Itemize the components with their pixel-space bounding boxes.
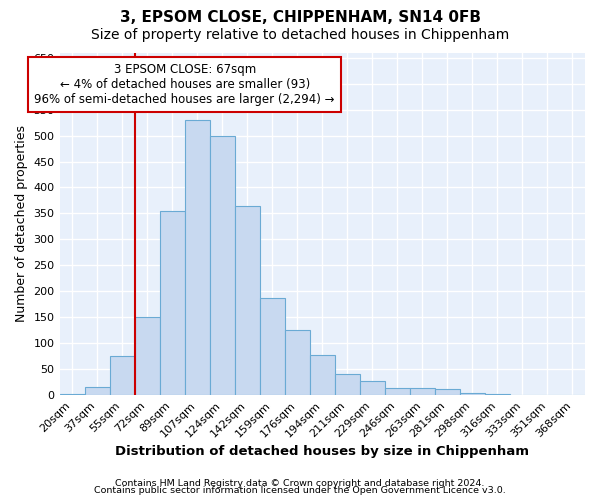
Bar <box>435 390 460 395</box>
Bar <box>285 330 310 395</box>
Bar <box>360 380 385 395</box>
Bar <box>385 388 410 395</box>
Bar <box>59 394 85 395</box>
Text: 3 EPSOM CLOSE: 67sqm
← 4% of detached houses are smaller (93)
96% of semi-detach: 3 EPSOM CLOSE: 67sqm ← 4% of detached ho… <box>34 63 335 106</box>
Bar <box>209 136 235 395</box>
Bar <box>235 206 260 395</box>
Bar <box>510 394 535 395</box>
Bar <box>410 388 435 395</box>
Text: 3, EPSOM CLOSE, CHIPPENHAM, SN14 0FB: 3, EPSOM CLOSE, CHIPPENHAM, SN14 0FB <box>119 10 481 25</box>
Bar <box>310 354 335 395</box>
Text: Contains HM Land Registry data © Crown copyright and database right 2024.: Contains HM Land Registry data © Crown c… <box>115 478 485 488</box>
Bar <box>134 317 160 395</box>
X-axis label: Distribution of detached houses by size in Chippenham: Distribution of detached houses by size … <box>115 444 529 458</box>
Y-axis label: Number of detached properties: Number of detached properties <box>15 126 28 322</box>
Bar <box>160 211 185 395</box>
Bar <box>335 374 360 395</box>
Bar <box>485 394 510 395</box>
Bar <box>185 120 209 395</box>
Bar <box>460 392 485 395</box>
Bar <box>110 356 134 395</box>
Bar <box>85 388 110 395</box>
Text: Size of property relative to detached houses in Chippenham: Size of property relative to detached ho… <box>91 28 509 42</box>
Text: Contains public sector information licensed under the Open Government Licence v3: Contains public sector information licen… <box>94 486 506 495</box>
Bar <box>260 298 285 395</box>
